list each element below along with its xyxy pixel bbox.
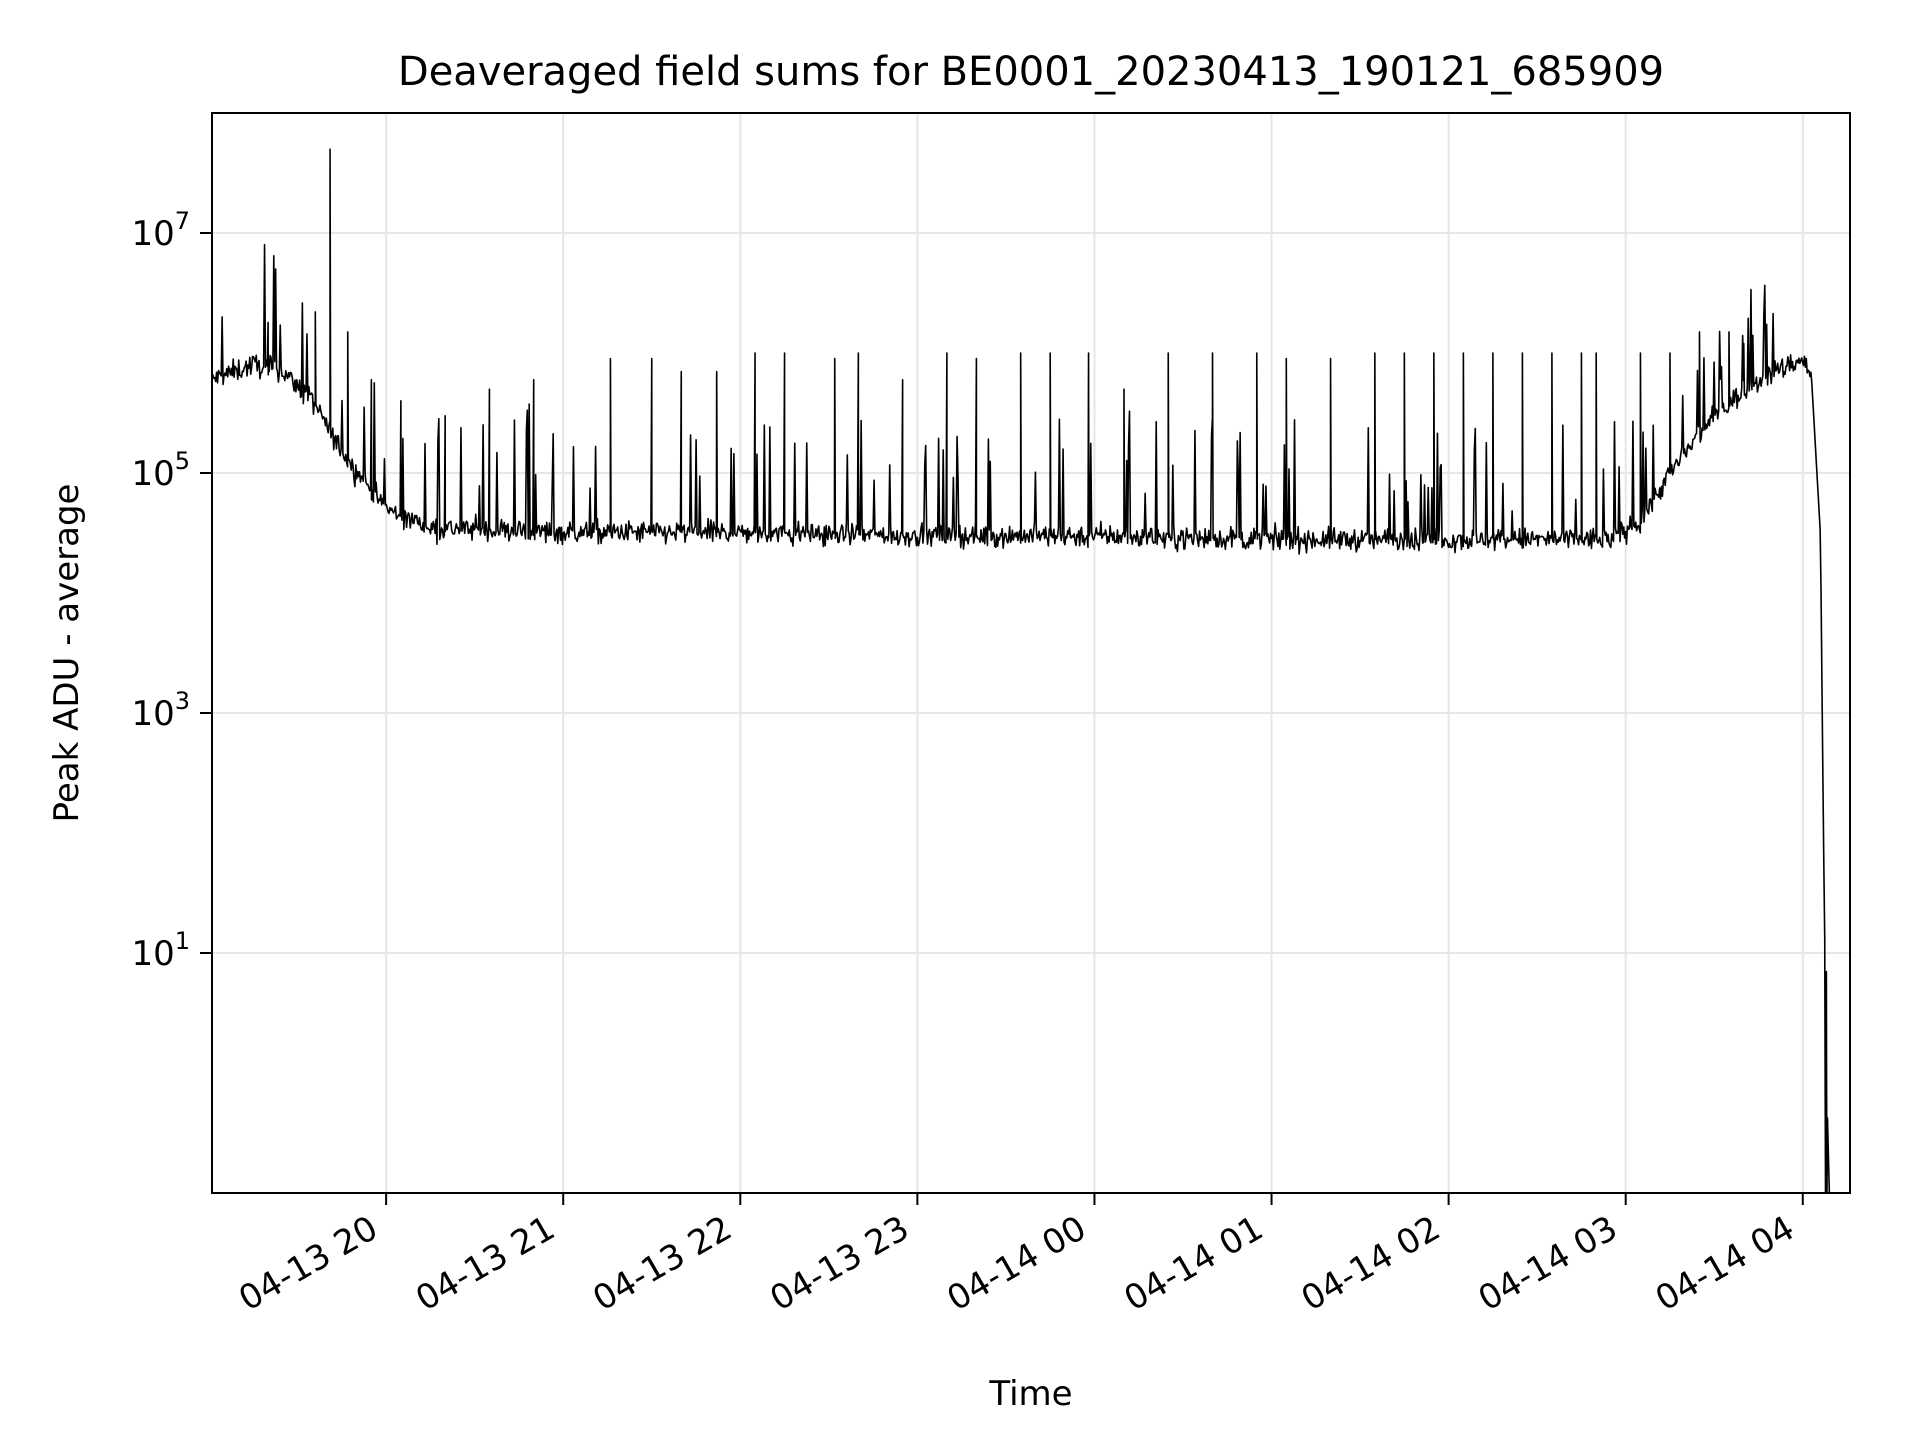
chart-title: Deaveraged field sums for BE0001_2023041… xyxy=(398,49,1664,95)
plot-area xyxy=(212,148,1831,1193)
y-tick-label: 105 xyxy=(131,447,190,494)
y-axis: 101 103 105 107 xyxy=(131,207,212,974)
y-tick-label: 101 xyxy=(131,927,190,974)
series-line xyxy=(212,148,1831,1193)
x-axis-label: Time xyxy=(988,1374,1072,1414)
y-tick-label: 107 xyxy=(131,207,190,254)
grid xyxy=(212,113,1850,1193)
axes-frame xyxy=(211,112,1851,1194)
y-axis-label: Peak ADU - average xyxy=(47,484,87,823)
y-tick-label: 103 xyxy=(131,687,190,734)
